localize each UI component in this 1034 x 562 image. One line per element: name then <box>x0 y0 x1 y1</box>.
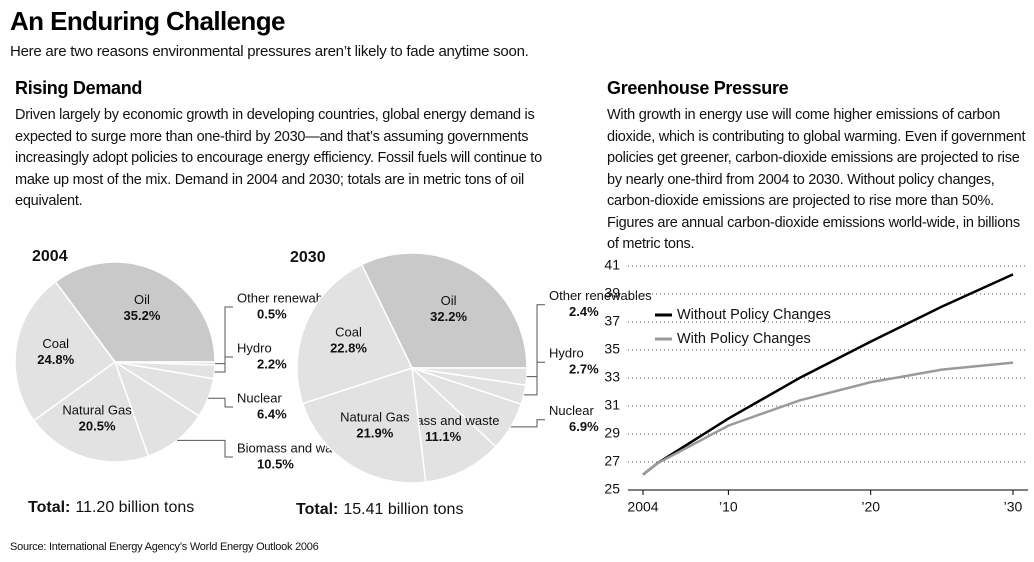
slice-label: Biomass and waste <box>237 440 350 455</box>
leader-line <box>523 361 545 396</box>
subtitle: Here are two reasons environmental press… <box>10 43 529 60</box>
slice-value: 10.5% <box>257 456 294 471</box>
y-tick-label: 35 <box>604 341 620 357</box>
x-tick-label: ’10 <box>719 499 738 515</box>
section-title: Rising Demand <box>15 78 143 98</box>
x-tick-label: 2004 <box>627 499 658 515</box>
legend-label: With Policy Changes <box>677 331 811 347</box>
y-tick-label: 27 <box>604 453 620 469</box>
slice-value: 22.8% <box>330 340 367 355</box>
leader-line <box>214 356 233 373</box>
y-tick-label: 31 <box>604 397 620 413</box>
slice-value: 2.2% <box>257 356 287 371</box>
slice-label: Coal <box>335 324 362 339</box>
section-title: Greenhouse Pressure <box>607 78 789 98</box>
pie-slice <box>301 367 427 484</box>
pie-slice <box>296 263 414 405</box>
pie-slice <box>14 280 117 422</box>
slice-value: 35.2% <box>124 308 161 323</box>
pie-title: 2030 <box>290 249 326 266</box>
y-tick-label: 39 <box>604 285 620 301</box>
slice-label: Coal <box>42 336 69 351</box>
leader-line <box>177 439 233 458</box>
y-tick-label: 29 <box>604 425 620 441</box>
legend-label: Without Policy Changes <box>677 307 831 323</box>
slice-value: 6.9% <box>569 419 599 434</box>
y-tick-label: 41 <box>604 257 620 273</box>
pie-title: 2004 <box>32 248 68 265</box>
total: 15.41 billion tons <box>343 501 463 518</box>
pie-slice <box>32 360 150 463</box>
slice-value: 20.5% <box>79 419 116 434</box>
slice-value: 0.5% <box>257 306 287 321</box>
line <box>642 361 1014 476</box>
page-title: An Enduring Challenge <box>10 6 285 36</box>
x-tick-label: ’30 <box>1004 499 1023 515</box>
y-tick-label: 25 <box>604 481 620 497</box>
leader-line <box>208 397 233 408</box>
total-label: Total: <box>296 501 338 518</box>
slice-label: Nuclear <box>237 390 282 405</box>
total-label: Total: <box>28 499 70 516</box>
slice-value: 11.1% <box>425 429 462 444</box>
slice-value: 21.9% <box>356 426 393 441</box>
slice-label: Natural Gas <box>62 403 132 418</box>
leader-line <box>526 304 545 378</box>
section-text: With growth in energy use will come high… <box>607 107 1026 252</box>
y-tick-label: 37 <box>604 313 620 329</box>
pie-slice <box>360 252 528 369</box>
leader-line <box>510 419 545 428</box>
pie-slice <box>54 261 216 363</box>
slice-value: 24.8% <box>37 352 74 367</box>
slice-value: 2.7% <box>569 362 599 377</box>
leader-line <box>214 306 233 365</box>
pie-slice <box>411 366 497 484</box>
source: Source: International Energy Agency’s Wo… <box>10 541 319 553</box>
slice-label: Other renewables <box>549 288 652 303</box>
slice-value: 6.4% <box>257 406 287 421</box>
slice-label: Other renewables <box>237 290 340 305</box>
slice-label: Oil <box>134 292 150 307</box>
slice-label: Hydro <box>237 340 272 355</box>
slice-label: Natural Gas <box>340 410 410 425</box>
slice-label: Oil <box>441 293 457 308</box>
slice-value: 2.4% <box>569 304 599 319</box>
line <box>642 273 1014 476</box>
slice-label: Hydro <box>549 346 584 361</box>
x-tick-label: ’20 <box>861 499 880 515</box>
y-tick-label: 33 <box>604 369 620 385</box>
total: 11.20 billion tons <box>75 499 194 516</box>
section-text: Driven largely by economic growth in dev… <box>15 107 542 209</box>
slice-value: 32.2% <box>430 309 467 324</box>
slice-label: Nuclear <box>549 403 594 418</box>
